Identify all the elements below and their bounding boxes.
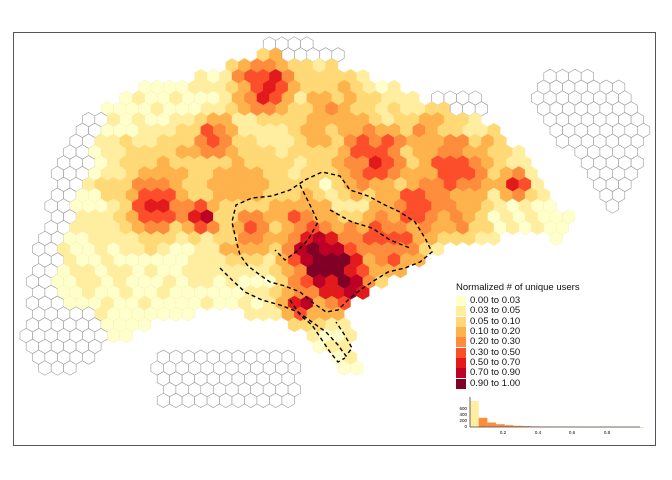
hex-cell: [549, 230, 563, 246]
hex-cell: [412, 252, 426, 268]
hex-layer: [19, 36, 651, 408]
legend-item: 0.50 to 0.70: [456, 356, 616, 368]
legend-item: 0.10 to 0.20: [456, 326, 616, 338]
hex-cell: [375, 274, 389, 290]
histogram-x-tick: 0.2: [500, 430, 507, 435]
legend-items: 0.00 to 0.03 0.03 to 0.05 0.05 to 0.10 0…: [456, 296, 616, 389]
legend-item: 0.70 to 0.90: [456, 367, 616, 379]
hex-cell-empty: [63, 360, 77, 376]
histogram-x-tick: 0.4: [535, 430, 542, 435]
legend-title: Normalized # of unique users: [456, 282, 580, 293]
hex-cell: [119, 328, 133, 344]
legend-label: 0.03 to 0.05: [470, 305, 521, 317]
hex-cell: [138, 317, 152, 333]
legend-swatch: [456, 327, 466, 338]
histogram-bar: [504, 425, 514, 427]
hex-cell: [181, 306, 195, 322]
boundary-line: [329, 209, 411, 249]
histogram-x-tick: 0.8: [604, 430, 611, 435]
histogram: 600 400 200 0 0.2 0.4 0.6 0.8: [459, 397, 644, 435]
hex-cell-empty: [281, 392, 295, 408]
legend-item: 0.03 to 0.05: [456, 305, 616, 317]
boundary-line: [219, 267, 353, 358]
hex-cell: [487, 230, 501, 246]
boundary-line: [231, 171, 433, 313]
legend-label: 0.50 to 0.70: [470, 356, 521, 368]
histogram-bars: [470, 401, 644, 428]
map-panel: [13, 32, 656, 446]
legend-item: 0.05 to 0.10: [456, 315, 616, 327]
legend-label: 0.05 to 0.10: [470, 315, 521, 327]
legend-label: 0.70 to 0.90: [470, 367, 521, 379]
legend: Normalized # of unique users 0.00 to 0.0…: [456, 282, 616, 389]
histogram-bar: [487, 422, 496, 427]
histogram-x-tick: 0.6: [569, 430, 576, 435]
legend-label: 0.00 to 0.03: [470, 295, 521, 307]
boundary-line: [289, 299, 346, 363]
legend-swatch: [456, 316, 466, 327]
legend-label: 0.30 to 0.50: [470, 346, 521, 358]
legend-swatch: [456, 368, 466, 379]
histogram-y-tick: 600: [459, 406, 467, 411]
histogram-y-tick: 0: [464, 424, 467, 429]
hex-cell: [356, 284, 370, 300]
hex-cell: [350, 360, 364, 376]
legend-label: 0.20 to 0.30: [470, 336, 521, 348]
histogram-bar: [470, 401, 479, 427]
legend-swatch: [456, 306, 466, 317]
boundary-line: [274, 184, 319, 261]
hex-cell: [431, 241, 445, 257]
legend-swatch: [456, 347, 466, 358]
histogram-bar: [496, 424, 505, 427]
histogram-bar: [513, 425, 523, 427]
histogram-bar: [522, 426, 531, 427]
legend-item: 0.20 to 0.30: [456, 336, 616, 348]
histogram-bar: [478, 417, 488, 427]
legend-label: 0.90 to 1.00: [470, 377, 521, 389]
legend-swatch: [456, 378, 466, 389]
histogram-y-tick: 400: [459, 412, 467, 417]
legend-item: 0.90 to 1.00: [456, 377, 616, 389]
legend-swatch: [456, 296, 466, 307]
central-boundary: [219, 171, 433, 363]
legend-swatch: [456, 337, 466, 348]
hex-cell-empty: [82, 349, 96, 365]
legend-item: 0.30 to 0.50: [456, 346, 616, 358]
legend-item: 0.00 to 0.03: [456, 295, 616, 307]
legend-swatch: [456, 357, 466, 368]
hex-cell-empty: [605, 198, 619, 214]
legend-label: 0.10 to 0.20: [470, 326, 521, 338]
histogram-y-tick: 200: [459, 418, 467, 423]
